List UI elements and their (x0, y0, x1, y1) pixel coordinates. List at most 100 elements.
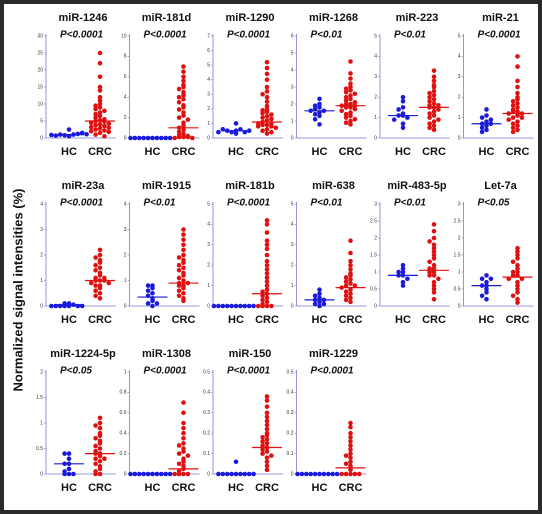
data-point (93, 456, 98, 462)
data-point (348, 471, 353, 477)
data-point (97, 415, 103, 421)
y-tick-label: 0 (207, 303, 210, 309)
y-tick-label: 0.1 (203, 451, 210, 457)
data-point (264, 71, 270, 77)
y-tick-label: 1 (207, 283, 210, 289)
data-point (181, 436, 186, 441)
y-tick-label: 30 (37, 33, 43, 39)
p-value: P<0.0001 (60, 198, 104, 209)
data-point (515, 283, 520, 288)
data-point (176, 94, 182, 100)
y-tick-label: 4 (207, 77, 210, 83)
data-point (181, 471, 186, 477)
data-point (510, 125, 516, 131)
panel-title: miR-1229 (309, 348, 358, 360)
data-point (181, 265, 186, 271)
y-tick-label: 0.2 (287, 431, 294, 437)
y-tick-label: 3 (124, 227, 127, 233)
data-point (427, 94, 432, 100)
data-point (273, 125, 279, 131)
data-point (400, 279, 406, 285)
data-point (264, 414, 270, 420)
y-tick-label: 8 (124, 54, 127, 60)
data-point (93, 262, 98, 268)
group-label: CRC (339, 482, 363, 494)
panel-title: miR-638 (312, 180, 355, 192)
data-point (260, 451, 265, 456)
group-label: HC (395, 146, 411, 158)
y-tick-label: 1 (40, 278, 43, 284)
data-point (352, 100, 358, 105)
y-tick-label: 2 (40, 252, 43, 258)
data-point (400, 125, 406, 131)
data-point (264, 89, 270, 94)
data-point (348, 76, 353, 81)
data-point (264, 271, 270, 276)
data-point (93, 103, 98, 108)
data-point (484, 123, 489, 129)
data-point (427, 115, 432, 120)
data-point (106, 280, 112, 286)
data-point (400, 269, 406, 275)
data-point (431, 127, 437, 133)
data-point (357, 471, 362, 477)
data-point (97, 453, 103, 459)
y-tick-label: 0 (124, 135, 127, 141)
data-point (264, 99, 270, 104)
data-point (264, 246, 270, 252)
y-tick-label: 1 (291, 118, 294, 124)
data-point (97, 101, 103, 107)
data-point (251, 471, 256, 477)
data-point (427, 125, 432, 131)
data-point (132, 471, 138, 477)
data-point (295, 471, 300, 477)
data-point (185, 453, 191, 458)
y-tick-label: 5 (458, 33, 461, 39)
data-point (62, 451, 67, 456)
data-point (264, 459, 270, 465)
data-point (102, 119, 107, 124)
data-point (348, 81, 353, 86)
y-tick-label: 0 (207, 471, 210, 477)
data-point (93, 132, 98, 137)
data-point (484, 107, 489, 112)
data-point (181, 459, 186, 465)
data-point (172, 471, 177, 477)
data-point (348, 420, 353, 426)
data-point (49, 303, 54, 309)
data-point (264, 437, 270, 442)
data-point (264, 283, 270, 288)
data-point (181, 105, 186, 110)
group-label: CRC (172, 314, 196, 326)
y-tick-label: 1 (40, 420, 43, 426)
data-point (260, 115, 265, 120)
group-label: CRC (506, 146, 530, 158)
data-point (431, 242, 437, 248)
data-point (484, 273, 489, 278)
data-point (181, 69, 186, 74)
data-point (260, 434, 265, 440)
data-point (488, 117, 494, 122)
data-point (97, 273, 103, 278)
data-point (436, 103, 441, 108)
data-point (317, 303, 322, 309)
data-point (216, 303, 221, 309)
y-tick-label: 2.5 (454, 218, 461, 224)
data-point (343, 89, 349, 95)
data-point (431, 109, 437, 114)
data-point (484, 279, 489, 285)
panel-title: miR-150 (229, 348, 272, 360)
data-point (519, 115, 525, 120)
data-point (427, 90, 432, 96)
data-point (339, 471, 345, 477)
data-point (479, 276, 485, 282)
data-point (93, 111, 98, 117)
data-point (396, 107, 401, 112)
data-point (343, 94, 349, 100)
data-point (260, 122, 265, 128)
data-point (515, 290, 520, 295)
data-point (405, 276, 410, 282)
data-point (312, 117, 318, 122)
data-point (181, 420, 186, 426)
y-tick-label: 5 (291, 201, 294, 207)
